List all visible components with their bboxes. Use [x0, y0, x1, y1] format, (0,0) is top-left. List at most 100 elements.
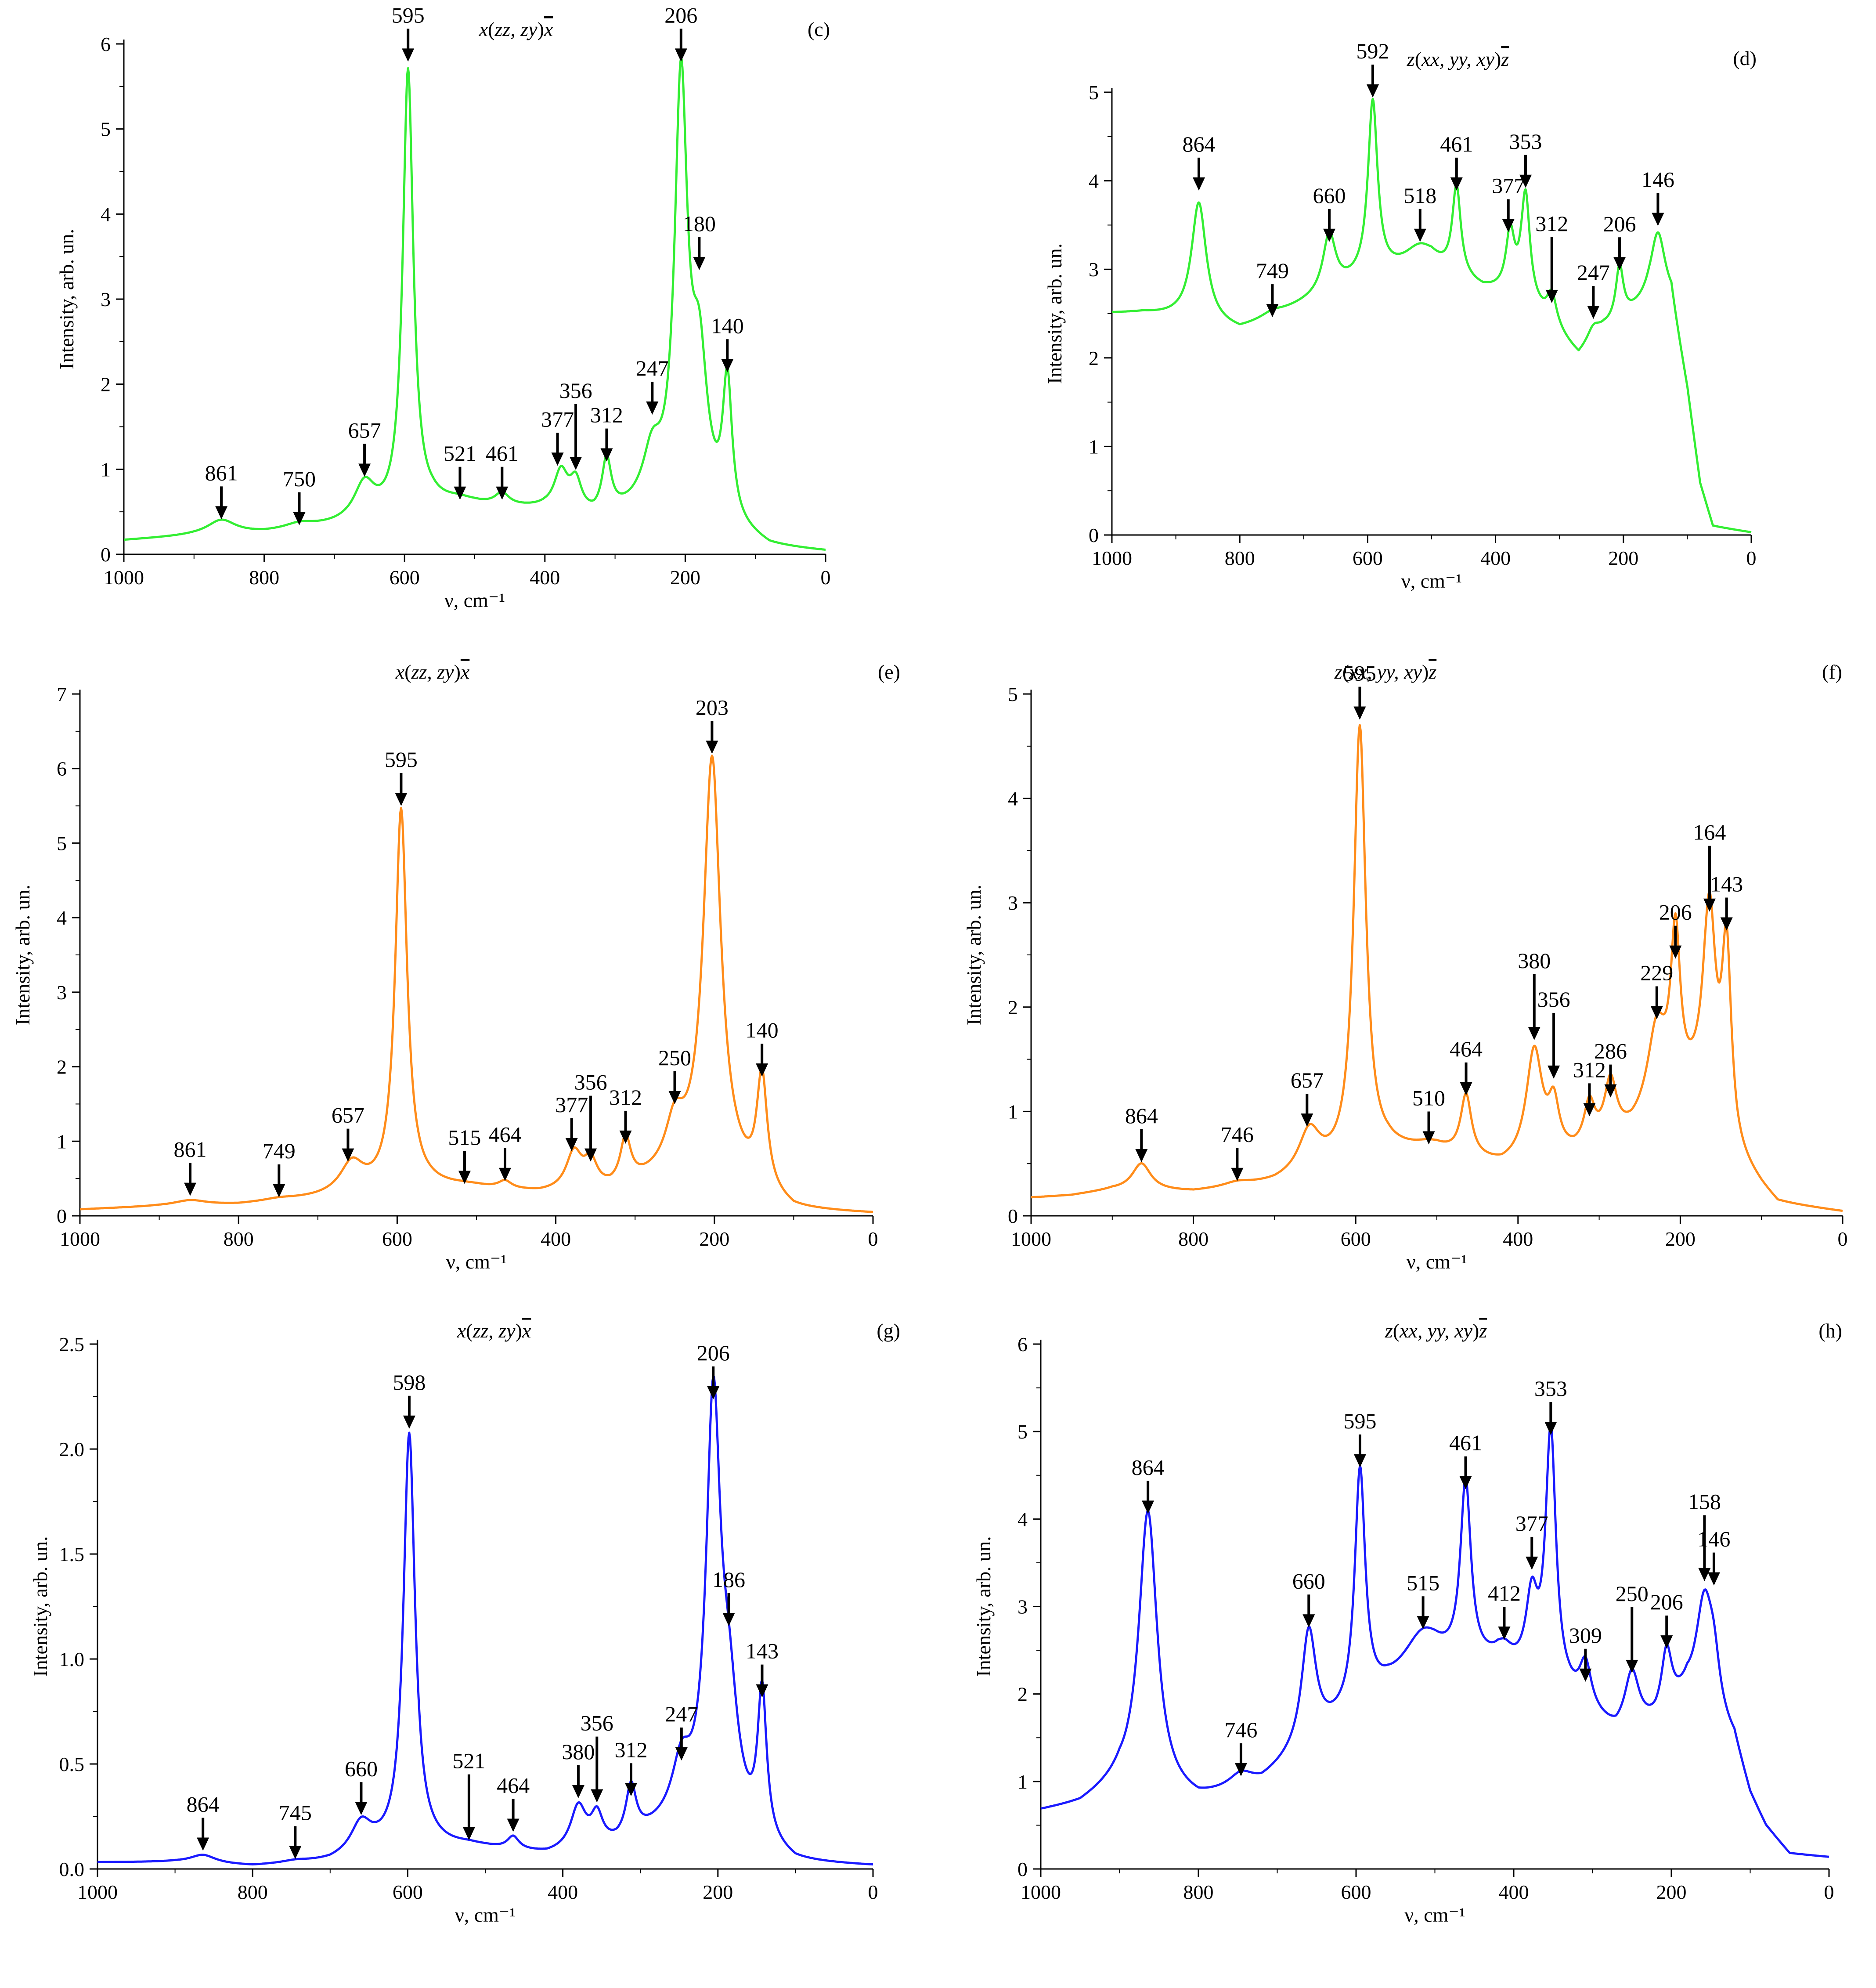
title-paren-close: ) — [1422, 661, 1429, 683]
peak-label: 521 — [452, 1749, 485, 1773]
x-tick-label: 0 — [1824, 1881, 1834, 1903]
y-tick-label: 2.5 — [59, 1333, 85, 1355]
chart-title: x(zz, zy)x — [457, 1319, 531, 1342]
y-tick-label: 3 — [57, 981, 67, 1004]
peak-label: 377 — [1492, 173, 1525, 198]
spectrum-line — [79, 754, 873, 1213]
peak-arrow-head — [646, 401, 659, 415]
y-tick-label: 2 — [57, 1056, 67, 1078]
title-polarizations: zz, zy — [411, 661, 454, 683]
peak-arrow-head — [293, 512, 306, 525]
peak-label: 146 — [1642, 167, 1674, 192]
panel-label: (f) — [1822, 661, 1842, 683]
panel-label: (g) — [877, 1319, 900, 1342]
peak-label: 518 — [1403, 183, 1436, 208]
y-tick-label: 0 — [57, 1205, 67, 1227]
x-tick-label: 1000 — [104, 566, 144, 589]
y-tick-label: 4 — [1089, 170, 1099, 192]
y-tick-label: 0 — [101, 543, 111, 566]
title-prefix: z — [1407, 48, 1415, 70]
y-tick-label: 6 — [57, 758, 67, 780]
chart-panel: 1000 800 600 400 200 0 0 1 2 3 4 5 6 ν, cm⁻¹ Intensity… — [972, 1319, 1842, 1926]
panel-label: (c) — [808, 18, 830, 40]
y-tick-label: 3 — [1017, 1596, 1028, 1618]
y-tick-label: 1.0 — [59, 1648, 85, 1670]
title-suffix: z — [1501, 48, 1509, 70]
y-axis-label: Intensity, arb. un. — [55, 229, 78, 369]
peak-arrow-head — [584, 1148, 597, 1162]
x-tick-label: 600 — [393, 1881, 423, 1903]
panel-label: (h) — [1818, 1319, 1842, 1342]
y-tick-label: 2 — [1089, 347, 1099, 369]
x-axis-label: ν, cm⁻¹ — [1404, 1904, 1465, 1926]
peak-arrow-head — [1519, 174, 1532, 188]
peak-arrow-head — [675, 48, 687, 62]
peak-label: 146 — [1697, 1527, 1730, 1551]
y-axis-label: Intensity, arb. un. — [972, 1536, 995, 1677]
y-axis-label: Intensity, arb. un. — [1043, 243, 1066, 384]
peak-arrow-head — [496, 486, 509, 500]
x-tick-label: 200 — [670, 566, 700, 589]
peak-arrow-head — [342, 1148, 354, 1162]
title-paren-open: ( — [1393, 1319, 1400, 1342]
x-tick-label: 200 — [1665, 1228, 1696, 1250]
peak-arrow-head — [289, 1846, 302, 1859]
title-suffix: x — [460, 661, 470, 683]
peak-arrow-head — [1422, 1131, 1435, 1145]
peak-arrow-head — [462, 1827, 475, 1840]
peak-label: 864 — [187, 1792, 220, 1817]
peak-label: 186 — [712, 1567, 745, 1592]
title-prefix: z — [1385, 1319, 1393, 1342]
peak-label: 356 — [559, 378, 592, 403]
chart-panel: 1000 800 600 400 200 0 0 1 2 3 4 5 6 7 ν, cm⁻¹ Intensit… — [11, 661, 900, 1273]
y-tick-label: 5 — [1008, 683, 1018, 705]
peak-label: 312 — [1573, 1057, 1606, 1082]
peak-label: 312 — [615, 1737, 648, 1762]
peak-label: 749 — [1256, 258, 1289, 283]
y-tick-label: 1 — [57, 1130, 67, 1153]
peak-label: 140 — [746, 1018, 779, 1042]
y-tick-label: 2 — [1008, 996, 1018, 1019]
x-tick-label: 800 — [1225, 547, 1255, 569]
peak-label: 750 — [283, 466, 316, 491]
peak-label: 521 — [444, 441, 476, 466]
peak-label: 864 — [1132, 1455, 1165, 1479]
peak-label: 595 — [1343, 1409, 1376, 1433]
y-tick-label: 4 — [1008, 788, 1018, 810]
peak-arrow-head — [600, 448, 613, 462]
peak-arrow-head — [1626, 1659, 1638, 1673]
title-paren-close: ) — [1494, 48, 1501, 70]
peak-arrow-head — [1587, 306, 1600, 319]
y-tick-label: 1 — [101, 458, 111, 481]
peak-arrow-head — [1459, 1476, 1472, 1489]
y-tick-label: 0.0 — [59, 1858, 85, 1880]
x-tick-label: 1000 — [1021, 1881, 1061, 1903]
peak-label: 158 — [1688, 1489, 1721, 1514]
peak-label: 356 — [574, 1070, 607, 1095]
peak-label: 461 — [1449, 1431, 1482, 1455]
y-tick-label: 7 — [57, 683, 67, 705]
peak-label: 377 — [1515, 1511, 1548, 1536]
peak-label: 250 — [1616, 1581, 1649, 1606]
peak-arrow-head — [1142, 1500, 1154, 1514]
peak-label: 380 — [562, 1739, 595, 1764]
peak-arrow-head — [1579, 1668, 1592, 1682]
spectrum-line — [1040, 1423, 1829, 1858]
y-tick-label: 3 — [101, 288, 111, 311]
peak-label: 861 — [174, 1137, 207, 1162]
peak-label: 660 — [1313, 183, 1346, 208]
peak-label: 749 — [263, 1139, 296, 1163]
peak-label: 861 — [205, 460, 238, 485]
peak-arrow-head — [1460, 1082, 1472, 1095]
peak-label: 356 — [1537, 987, 1570, 1012]
x-tick-label: 200 — [703, 1881, 733, 1903]
peak-arrow-head — [1417, 1616, 1429, 1630]
chart-title: z(xx, yy, xy)z — [1407, 48, 1509, 70]
peak-arrow-head — [756, 1063, 768, 1077]
peak-arrow-head — [197, 1837, 209, 1851]
title-prefix: x — [457, 1319, 466, 1342]
peak-label: 164 — [1693, 820, 1726, 845]
peak-arrow-head — [1707, 1572, 1720, 1586]
peak-label: 461 — [1440, 132, 1473, 156]
